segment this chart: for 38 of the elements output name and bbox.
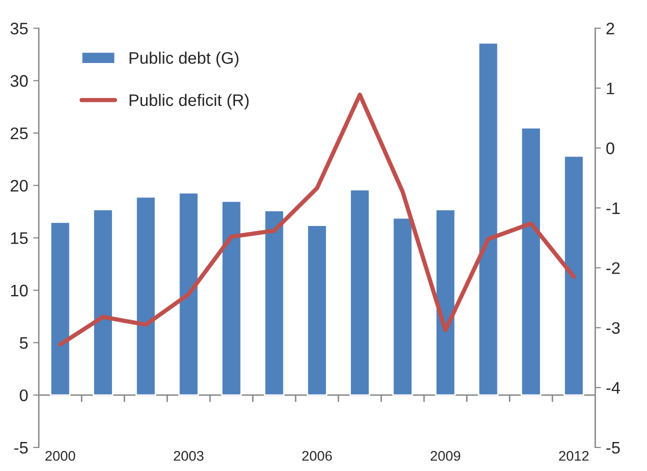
- y-tick-label: -5: [14, 442, 28, 454]
- x-tick-label: 2003: [174, 450, 204, 461]
- y-tick-label: 35: [10, 22, 28, 34]
- x-tick-label: 2006: [302, 450, 332, 461]
- y2-tick-label: -4: [606, 382, 620, 394]
- bar: [136, 196, 156, 396]
- y2-tick-label: -3: [606, 322, 620, 334]
- y-tick-label: 25: [10, 127, 28, 140]
- x-tick-label: 2000: [45, 450, 76, 461]
- bar: [350, 188, 370, 396]
- line-series: [58, 92, 576, 347]
- y-tick-label: 20: [10, 180, 28, 192]
- x-tick-label: 2012: [559, 450, 589, 461]
- bar: [178, 192, 199, 396]
- x-tick-label: 2009: [430, 450, 460, 461]
- bar: [392, 217, 413, 396]
- y-tick-label: 5: [20, 337, 28, 349]
- y2-tick-label: 2: [606, 22, 614, 34]
- y-tick-label: 30: [10, 75, 28, 87]
- bar: [306, 224, 328, 396]
- y2-tick-label: -5: [606, 442, 620, 454]
- y-tick-label: 10: [11, 284, 28, 296]
- y2-tick-label: 0: [606, 142, 614, 154]
- bar: [92, 208, 114, 396]
- bar: [221, 200, 242, 396]
- bar: [520, 127, 542, 396]
- bar: [264, 210, 285, 396]
- y-tick-label: 15: [11, 232, 28, 244]
- y-tick-label: 0: [20, 389, 28, 402]
- y2-tick-label: -2: [606, 262, 620, 274]
- bar: [435, 208, 456, 396]
- legend-label: Public deficit (R): [130, 94, 249, 110]
- y2-tick-label: 1: [606, 82, 614, 94]
- legend-label: Public debt (G): [130, 52, 238, 68]
- y2-tick-label: -1: [606, 202, 620, 214]
- bar: [50, 221, 71, 396]
- bar: [478, 42, 499, 396]
- bar: [564, 155, 584, 396]
